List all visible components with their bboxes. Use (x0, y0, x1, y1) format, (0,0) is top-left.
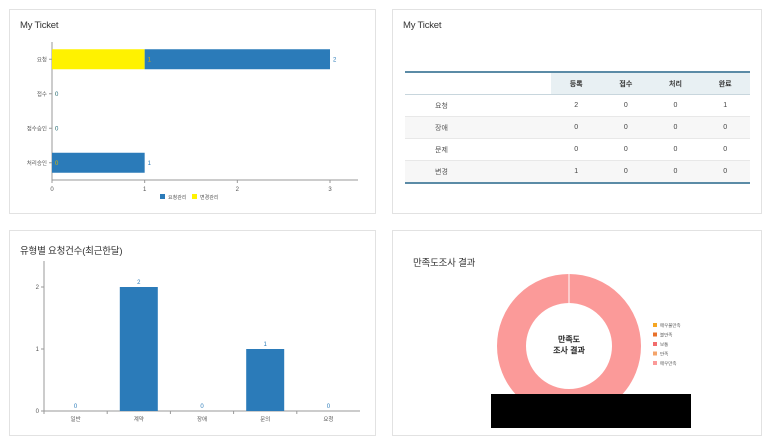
table-row: 변경 1 0 0 0 (405, 160, 750, 184)
data-label: 1 (148, 161, 152, 167)
table-cell: 0 (601, 138, 651, 161)
data-label: 0 (55, 92, 59, 98)
requests-by-type-chart: 0 1 2 일반 0 계약 2 장애 0 문의 1 요청 0 (36, 261, 360, 423)
x-tick-label: 3 (328, 187, 332, 193)
ticket-bar-panel-title: My Ticket (20, 20, 59, 31)
legend-label: 매우만족 (660, 360, 677, 367)
table-row-header: 장애 (405, 116, 552, 139)
donut-center-label: 조사 결과 (553, 345, 585, 355)
table-cell: 0 (601, 94, 651, 117)
bar-segment (52, 49, 145, 70)
requests-by-type-panel: 유형별 요청건수(최근한달) 0 1 2 일반 0 계약 2 장애 0 문의 1 요청 0 (9, 230, 376, 436)
data-label: 0 (55, 126, 59, 132)
data-label: 0 (200, 404, 204, 410)
data-label: 0 (55, 161, 59, 167)
requests-by-type-title: 유형별 요청건수(최근한달) (20, 246, 123, 257)
table-header-cell: 접수 (601, 71, 651, 95)
bar-segment (52, 152, 145, 173)
data-label: 0 (55, 92, 59, 98)
table-cell: 0 (650, 138, 701, 161)
y-tick-label: 요청 (37, 56, 47, 63)
x-tick-label: 2 (236, 187, 240, 193)
satisfaction-survey-panel: 만족도조사 결과 만족도 조사 결과 매우불만족 불만족 보통 만족 매우만족 (392, 230, 762, 436)
legend-label: 불만족 (660, 332, 672, 339)
y-tick-label: 접수 (37, 90, 47, 98)
bar (119, 287, 158, 411)
table-row: 요청 2 0 0 1 (405, 94, 750, 117)
table-row-header: 요청 (405, 94, 552, 117)
table-cell: 2 (551, 94, 602, 117)
table-header-cell: 처리 (650, 71, 701, 95)
x-tick-label: 장애 (197, 415, 207, 423)
data-label: 2 (137, 280, 141, 286)
table-cell: 0 (650, 160, 701, 184)
data-label: 1 (148, 57, 152, 63)
legend-label: 매우불만족 (660, 322, 681, 329)
data-label: 0 (55, 126, 59, 132)
y-tick-label: 접수승인 (27, 124, 47, 132)
x-tick-label: 1 (143, 187, 147, 193)
legend-swatch (653, 342, 657, 346)
ticket-table-panel: My Ticket 등록 접수 처리 완료 요청 2 0 0 1 장애 0 0 0 0 문제 0 0 0 0 변경 1… (392, 9, 762, 214)
satisfaction-survey-title: 만족도조사 결과 (413, 258, 476, 269)
table-cell: 0 (700, 138, 750, 161)
table-cell: 0 (551, 116, 602, 139)
legend-label: 만족 (660, 351, 668, 358)
bar-segment (144, 49, 330, 70)
redacted-block (491, 394, 691, 428)
legend-swatch (653, 351, 657, 356)
legend-swatch (653, 332, 657, 337)
table-cell: 0 (650, 94, 701, 117)
ticket-table-panel-title: My Ticket (403, 20, 442, 31)
x-tick-label: 요청 (323, 416, 333, 423)
data-label: 1 (264, 342, 268, 348)
table-cell: 1 (551, 160, 602, 184)
y-tick-label: 0 (36, 409, 40, 415)
ticket-table: 등록 접수 처리 완료 요청 2 0 0 1 장애 0 0 0 0 문제 0 0 0 0 변경 1 0 0 0 (405, 71, 750, 184)
legend-swatch (653, 361, 657, 365)
table-row: 문제 0 0 0 0 (405, 138, 750, 161)
y-tick-label: 2 (36, 285, 40, 291)
bar (246, 349, 285, 411)
table-cell: 0 (700, 116, 750, 139)
table-cell: 1 (700, 94, 750, 117)
donut-center-label: 만족도 (558, 334, 581, 344)
data-label: 0 (74, 404, 78, 410)
table-row-header: 변경 (405, 160, 552, 184)
data-label: 2 (333, 57, 337, 63)
table-cell: 0 (551, 138, 602, 161)
table-cell: 0 (601, 160, 651, 184)
legend-label: 보통 (660, 342, 668, 347)
legend-label: 요청관리 (168, 194, 186, 201)
x-tick-label: 문의 (260, 416, 270, 423)
legend-swatch (653, 323, 657, 327)
table-cell: 0 (601, 116, 651, 139)
legend-swatch (160, 194, 165, 199)
table-row-header: 문제 (405, 138, 552, 161)
table-row: 장애 0 0 0 0 (405, 116, 750, 139)
data-label: 0 (327, 404, 331, 410)
y-tick-label: 1 (36, 347, 40, 353)
legend-swatch (192, 194, 197, 199)
table-header-blank (405, 71, 552, 95)
ticket-status-bar-panel: My Ticket 0 1 2 3 요청 1 2 접수 0 0 접수승인 0 0 처리승인 0 1 요청관리 변경… (9, 9, 376, 214)
table-cell: 0 (700, 160, 750, 184)
table-header-cell: 완료 (700, 71, 750, 95)
x-tick-label: 계약 (134, 415, 144, 423)
table-header-cell: 등록 (551, 71, 602, 95)
legend-label: 변경관리 (200, 194, 218, 201)
table-cell: 0 (650, 116, 701, 139)
x-tick-label: 0 (50, 187, 54, 193)
y-tick-label: 처리승인 (27, 159, 47, 167)
x-tick-label: 일반 (71, 415, 81, 423)
